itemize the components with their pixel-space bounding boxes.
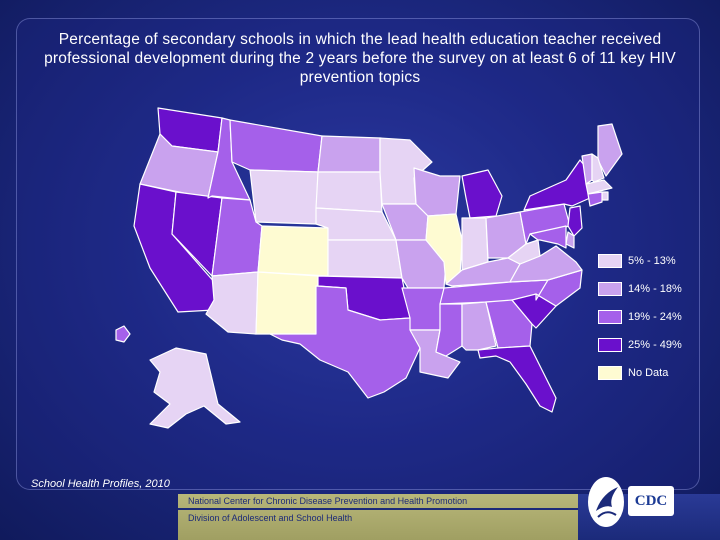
legend-label: No Data	[628, 367, 669, 379]
state-ND	[317, 135, 381, 173]
state-RI	[601, 191, 609, 201]
state-CT	[587, 191, 603, 207]
state-CO	[257, 225, 329, 277]
cdc-logo-text: CDC	[634, 492, 668, 509]
state-IN	[461, 217, 489, 271]
state-NY	[523, 159, 591, 211]
legend-swatch	[598, 366, 622, 380]
hhs-eagle-logo-icon	[588, 477, 624, 527]
state-MA	[585, 179, 613, 195]
source-citation: School Health Profiles, 2010	[31, 478, 170, 490]
state-MT	[229, 119, 323, 173]
state-HI	[115, 325, 131, 343]
state-NE	[315, 207, 397, 241]
map-title: Percentage of secondary schools in which…	[44, 31, 676, 86]
state-NM	[255, 271, 319, 335]
state-DE	[565, 231, 575, 249]
legend-label: 14% - 18%	[628, 283, 682, 295]
state-MD	[529, 225, 567, 249]
state-SC	[511, 293, 557, 329]
footer-center-name: National Center for Chronic Disease Prev…	[188, 496, 468, 506]
state-NJ	[567, 205, 583, 237]
legend-swatch	[598, 254, 622, 268]
state-WV	[507, 239, 541, 265]
footer-bar: National Center for Chronic Disease Prev…	[178, 494, 578, 540]
legend-swatch	[598, 338, 622, 352]
state-TX	[269, 285, 421, 399]
legend-swatch	[598, 282, 622, 296]
state-KS	[327, 239, 403, 279]
footer-divider	[178, 508, 578, 510]
state-WY	[249, 169, 319, 225]
state-AK	[149, 347, 241, 429]
state-ME	[597, 123, 623, 177]
state-FL	[477, 345, 557, 413]
state-MS	[435, 303, 463, 357]
legend-swatch	[598, 310, 622, 324]
state-NH	[591, 153, 605, 183]
state-WI	[413, 167, 461, 217]
cdc-logo: CDC	[628, 486, 674, 516]
legend-label: 5% - 13%	[628, 255, 676, 267]
state-MI	[461, 169, 503, 219]
footer-division-name: Division of Adolescent and School Health	[188, 513, 353, 523]
legend-label: 25% - 49%	[628, 339, 682, 351]
state-AZ	[205, 271, 259, 335]
legend-label: 19% - 24%	[628, 311, 682, 323]
state-GA	[485, 299, 533, 349]
state-SD	[315, 171, 383, 213]
